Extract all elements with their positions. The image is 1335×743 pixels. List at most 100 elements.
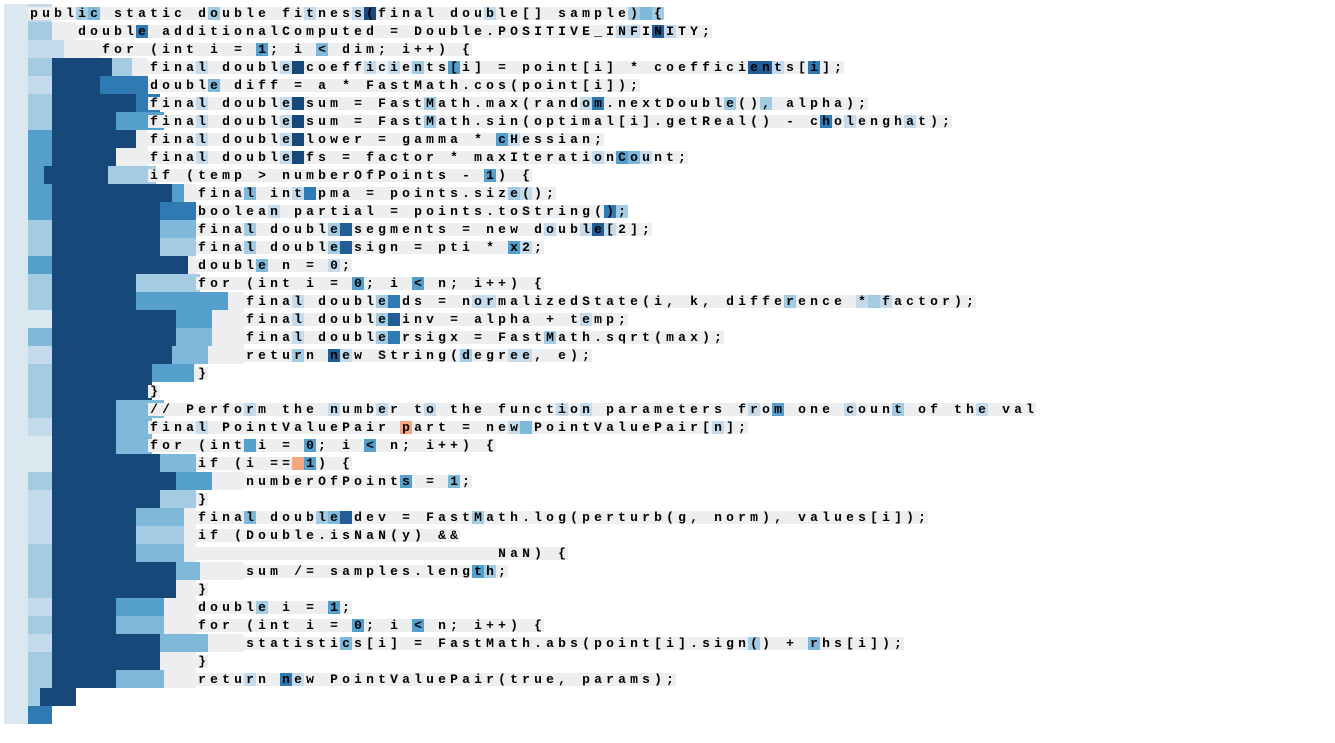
char: t	[616, 511, 628, 524]
char: N	[652, 25, 664, 38]
char: l	[532, 511, 544, 524]
code-text: double n = 0;	[196, 256, 352, 274]
char: p	[580, 511, 592, 524]
char: P	[652, 421, 664, 434]
char	[364, 547, 376, 560]
code-row: }	[4, 364, 1331, 382]
char: i	[472, 619, 484, 632]
char: w	[304, 673, 316, 686]
char: e	[208, 673, 220, 686]
char: t	[340, 25, 352, 38]
char: b	[316, 169, 328, 182]
bar-segment	[52, 346, 172, 364]
char	[292, 97, 304, 110]
char: [	[520, 7, 532, 20]
char: d	[184, 25, 196, 38]
char: /	[292, 565, 304, 578]
char: ,	[664, 295, 676, 308]
char	[292, 547, 304, 560]
char: p	[400, 421, 412, 434]
char: [	[700, 421, 712, 434]
char: =	[292, 79, 304, 92]
char	[328, 151, 340, 164]
char: o	[508, 205, 520, 218]
code-text: final double sum = FastMath.sin(optimal[…	[148, 112, 952, 130]
char: l	[364, 313, 376, 326]
char: u	[868, 403, 880, 416]
activation-bars	[4, 472, 244, 490]
char: i	[208, 187, 220, 200]
char: y	[400, 529, 412, 542]
char: b	[352, 331, 364, 344]
char: o	[856, 403, 868, 416]
char: =	[280, 457, 292, 470]
char: a	[448, 133, 460, 146]
char: o	[208, 277, 220, 290]
char: e	[280, 61, 292, 74]
bar-segment	[4, 94, 28, 112]
char: r	[196, 673, 208, 686]
char: i	[160, 43, 172, 56]
activation-bars	[4, 202, 196, 220]
bar-segment	[28, 364, 52, 382]
char: i	[424, 439, 436, 452]
char: a	[184, 151, 196, 164]
code-row: if (i == 1) {	[4, 454, 1331, 472]
bar-segment	[160, 634, 208, 652]
char: ;	[460, 475, 472, 488]
char: e	[556, 295, 568, 308]
char: o	[544, 511, 556, 524]
char: s	[412, 331, 424, 344]
code-row: final double lower = gamma * cHessian;	[4, 130, 1331, 148]
char: o	[676, 97, 688, 110]
char: t	[640, 637, 652, 650]
code-text: double diff = a * FastMath.cos(point[i])…	[148, 76, 640, 94]
char: b	[256, 151, 268, 164]
char: e	[508, 187, 520, 200]
char: l	[244, 7, 256, 20]
char: 2	[520, 241, 532, 254]
bar-segment	[52, 148, 116, 166]
char: a	[904, 115, 916, 128]
char: h	[508, 313, 520, 326]
char: e	[136, 25, 148, 38]
char: r	[532, 97, 544, 110]
char: u	[556, 223, 568, 236]
char: l	[244, 259, 256, 272]
char: e	[328, 7, 340, 20]
code-text: final double fs = factor * maxIterationC…	[148, 148, 688, 166]
char: t	[424, 223, 436, 236]
code-row: double n = 0;	[4, 256, 1331, 274]
char: l	[712, 97, 724, 110]
char: e	[628, 97, 640, 110]
char: i	[304, 277, 316, 290]
code-row: double additionalComputed = Double.POSIT…	[4, 22, 1331, 40]
char: t	[460, 205, 472, 218]
char: e	[664, 403, 676, 416]
char: f	[148, 97, 160, 110]
char: )	[760, 115, 772, 128]
bar-segment	[116, 670, 164, 688]
char: o	[412, 151, 424, 164]
char: n	[172, 151, 184, 164]
bar-segment	[52, 112, 116, 130]
char: m	[220, 169, 232, 182]
char: n	[604, 151, 616, 164]
char: r	[244, 403, 256, 416]
char: ]	[532, 7, 544, 20]
char: e	[376, 331, 388, 344]
char: .	[592, 331, 604, 344]
char: w	[508, 421, 520, 434]
char: ]	[472, 61, 484, 74]
char: r	[376, 421, 388, 434]
char: a	[616, 673, 628, 686]
char: r	[604, 673, 616, 686]
char: )	[760, 637, 772, 650]
char: )	[628, 7, 640, 20]
char	[352, 439, 364, 452]
char: i	[160, 133, 172, 146]
code-text: if (Double.isNaN(y) &&	[196, 526, 460, 544]
char	[364, 133, 376, 146]
bar-segment	[160, 238, 196, 256]
char: n	[172, 61, 184, 74]
